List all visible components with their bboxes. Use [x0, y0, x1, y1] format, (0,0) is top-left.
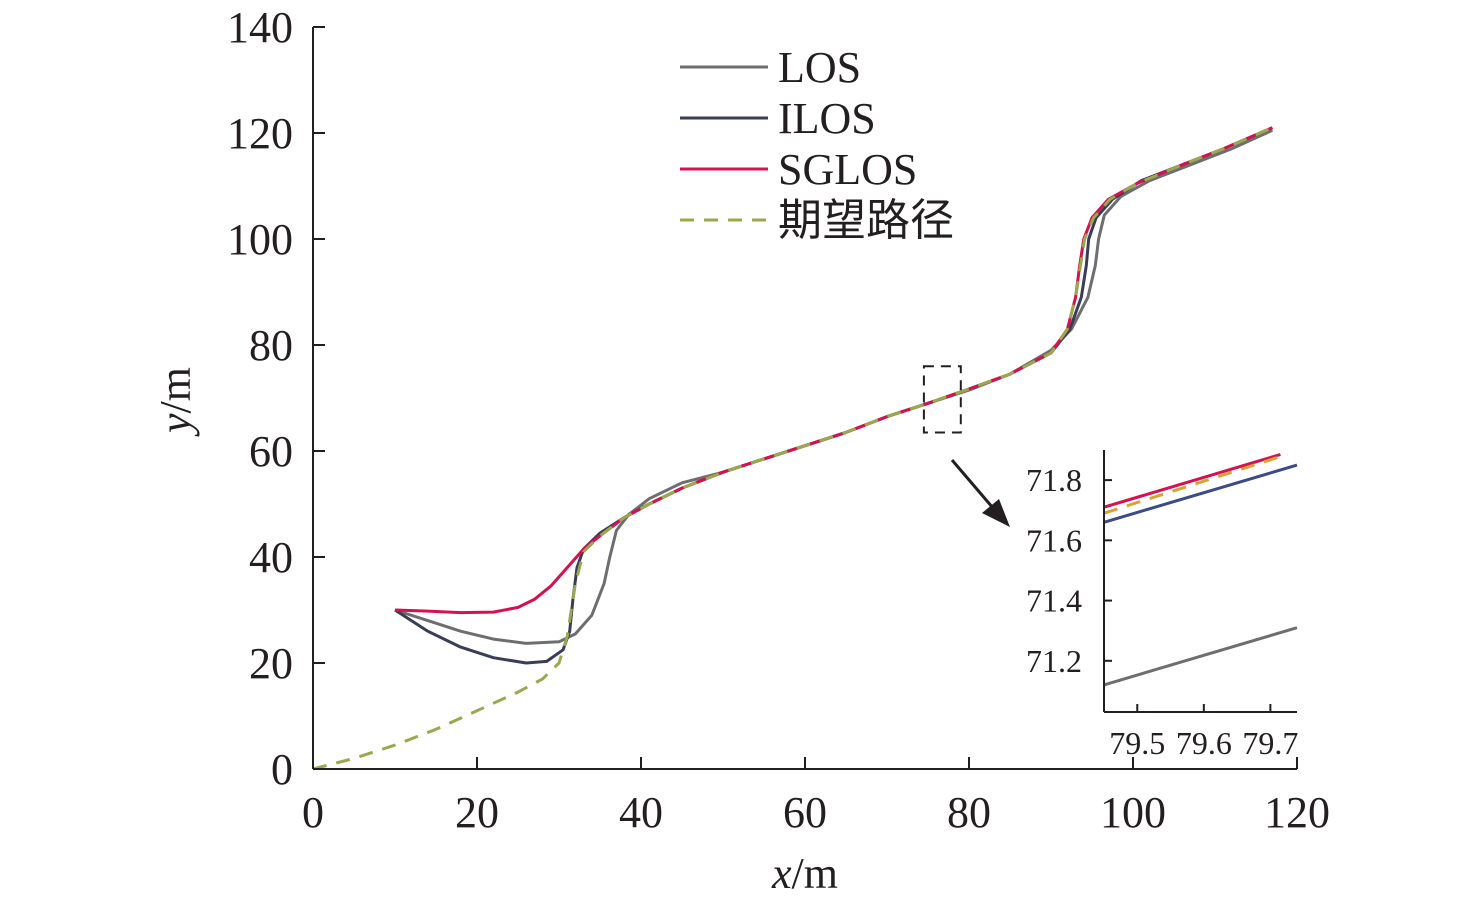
x-tick-label: 20	[455, 788, 499, 837]
main-plot: 0 20 40 60 80 100 120 0 20 40 60 80 100 120 140	[227, 3, 1330, 837]
main-y-ticks: 0 20 40 60 80 100 120 140	[227, 3, 325, 794]
x-tick-label: 40	[619, 788, 663, 837]
inset-x-tick-label: 79.6	[1176, 725, 1232, 761]
main-series-group	[312, 126, 1274, 771]
x-tick-label: 100	[1100, 788, 1166, 837]
inset-series-group	[1103, 453, 1298, 687]
inset-y-tick-label: 71.4	[1026, 583, 1082, 619]
legend-label: 期望路径	[778, 196, 954, 245]
x-tick-label: 80	[947, 788, 991, 837]
x-tick-label: 120	[1264, 788, 1330, 837]
inset-x-tick-label: 79.5	[1109, 725, 1165, 761]
main-x-ticks: 0 20 40 60 80 100 120	[302, 757, 1330, 837]
y-tick-label: 140	[227, 3, 293, 52]
inset-x-ticks: 79.5 79.6 79.7	[1109, 704, 1298, 761]
x-tick-label: 60	[783, 788, 827, 837]
inset-y-tick-label: 71.6	[1026, 522, 1082, 558]
legend-label: SGLOS	[778, 145, 917, 194]
inset-y-ticks: 71.2 71.4 71.6 71.8	[1026, 462, 1112, 679]
inset-x-tick-label: 79.7	[1242, 725, 1298, 761]
zoom-arrow	[950, 459, 1010, 527]
y-tick-label: 0	[271, 745, 293, 794]
inset-background	[1104, 450, 1298, 712]
inset-series-ilos-line	[1103, 463, 1298, 524]
legend-label: LOS	[778, 43, 861, 92]
y-tick-label: 120	[227, 109, 293, 158]
inset-y-tick-label: 71.8	[1026, 462, 1082, 498]
inset-y-tick-label: 71.2	[1026, 643, 1082, 679]
y-tick-label: 60	[249, 427, 293, 476]
inset-series-e69c9fe69c9be8b7afe5be84-line	[1103, 453, 1288, 515]
x-axis-label: x/m	[771, 849, 838, 898]
x-tick-label: 0	[302, 788, 324, 837]
inset-series-los-line	[1103, 626, 1298, 687]
legend-label: ILOS	[778, 94, 876, 143]
inset-series-sglos-line	[1103, 453, 1281, 509]
series-e69c9fe69c9be8b7afe5be84-line	[312, 126, 1273, 771]
y-tick-label: 100	[227, 215, 293, 264]
y-tick-label: 80	[249, 321, 293, 370]
y-tick-label: 40	[249, 533, 293, 582]
inset-plot: 79.5 79.6 79.7 71.2 71.4 71.6 71.8	[1026, 450, 1298, 761]
y-tick-label: 20	[249, 639, 293, 688]
y-axis-label: y/m	[151, 367, 200, 437]
zoom-region-box	[922, 365, 962, 434]
